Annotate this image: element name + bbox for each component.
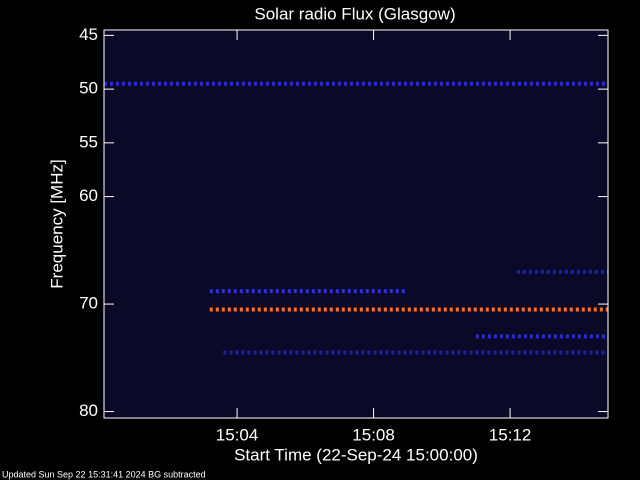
plot-background <box>104 30 608 418</box>
x-tick-label: 15:08 <box>352 425 395 444</box>
y-tick-label: 45 <box>79 25 98 44</box>
y-tick-label: 60 <box>79 186 98 205</box>
y-axis-label: Frequency [MHz] <box>47 159 66 288</box>
footer-note: Updated Sun Sep 22 15:31:41 2024 BG subt… <box>2 469 206 479</box>
x-tick-label: 15:04 <box>216 425 259 444</box>
plot-frame <box>103 29 609 419</box>
y-tick-label: 50 <box>79 79 98 98</box>
chart-title: Solar radio Flux (Glasgow) <box>254 4 455 23</box>
y-tick-label: 55 <box>79 132 98 151</box>
x-tick-label: 15:12 <box>489 425 532 444</box>
y-tick-label: 80 <box>79 401 98 420</box>
x-axis-label: Start Time (22-Sep-24 15:00:00) <box>234 445 478 464</box>
y-tick-label: 70 <box>79 294 98 313</box>
